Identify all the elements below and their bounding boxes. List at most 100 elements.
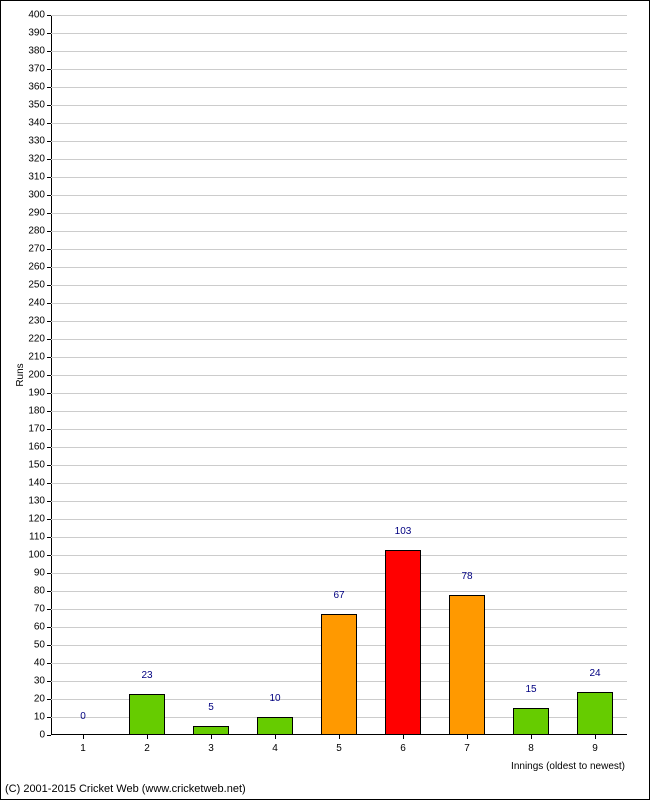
bar xyxy=(449,595,484,735)
gridline xyxy=(51,375,627,376)
gridline xyxy=(51,69,627,70)
bar-value-label: 10 xyxy=(269,693,280,704)
y-tick-mark xyxy=(47,267,51,268)
y-tick-mark xyxy=(47,195,51,196)
x-axis-label: Innings (oldest to newest) xyxy=(511,761,625,772)
y-tick-mark xyxy=(47,357,51,358)
x-tick-mark xyxy=(403,735,404,739)
x-tick-label: 5 xyxy=(336,743,342,754)
copyright-text: (C) 2001-2015 Cricket Web (www.cricketwe… xyxy=(5,783,246,795)
y-tick-label: 140 xyxy=(28,478,45,489)
x-tick-label: 2 xyxy=(144,743,150,754)
x-tick-mark xyxy=(531,735,532,739)
y-tick-label: 260 xyxy=(28,262,45,273)
gridline xyxy=(51,501,627,502)
y-tick-mark xyxy=(47,699,51,700)
plot-area: 0102030405060708090100110120130140150160… xyxy=(51,15,627,735)
gridline xyxy=(51,285,627,286)
y-tick-label: 10 xyxy=(34,712,45,723)
gridline xyxy=(51,105,627,106)
bar-value-label: 23 xyxy=(141,670,152,681)
y-tick-label: 350 xyxy=(28,100,45,111)
bar-value-label: 24 xyxy=(589,668,600,679)
gridline xyxy=(51,303,627,304)
bar-value-label: 5 xyxy=(208,702,214,713)
gridline xyxy=(51,321,627,322)
y-tick-mark xyxy=(47,591,51,592)
y-tick-mark xyxy=(47,321,51,322)
x-tick-label: 9 xyxy=(592,743,598,754)
y-tick-label: 310 xyxy=(28,172,45,183)
gridline xyxy=(51,465,627,466)
y-tick-mark xyxy=(47,609,51,610)
bar xyxy=(193,726,228,735)
x-tick-mark xyxy=(467,735,468,739)
y-tick-mark xyxy=(47,213,51,214)
y-tick-mark xyxy=(47,537,51,538)
y-tick-mark xyxy=(47,339,51,340)
gridline xyxy=(51,195,627,196)
y-tick-label: 0 xyxy=(39,730,45,741)
y-tick-mark xyxy=(47,375,51,376)
y-tick-label: 130 xyxy=(28,496,45,507)
y-tick-label: 110 xyxy=(29,532,45,543)
y-tick-label: 100 xyxy=(28,550,45,561)
x-tick-label: 7 xyxy=(464,743,470,754)
bar-value-label: 78 xyxy=(461,571,472,582)
y-tick-label: 390 xyxy=(28,28,45,39)
bar xyxy=(129,694,164,735)
y-axis-label: Runs xyxy=(15,363,26,386)
y-tick-mark xyxy=(47,555,51,556)
gridline xyxy=(51,447,627,448)
gridline xyxy=(51,555,627,556)
y-tick-label: 170 xyxy=(28,424,45,435)
y-tick-mark xyxy=(47,231,51,232)
gridline xyxy=(51,429,627,430)
y-tick-mark xyxy=(47,465,51,466)
bar-value-label: 15 xyxy=(525,684,536,695)
bar xyxy=(257,717,292,735)
y-tick-label: 220 xyxy=(28,334,45,345)
y-tick-mark xyxy=(47,663,51,664)
y-tick-label: 320 xyxy=(28,154,45,165)
y-tick-label: 230 xyxy=(28,316,45,327)
y-tick-label: 280 xyxy=(28,226,45,237)
y-tick-label: 70 xyxy=(34,604,45,615)
y-tick-mark xyxy=(47,15,51,16)
y-tick-mark xyxy=(47,681,51,682)
y-tick-mark xyxy=(47,105,51,106)
gridline xyxy=(51,159,627,160)
y-tick-label: 120 xyxy=(28,514,45,525)
gridline xyxy=(51,141,627,142)
gridline xyxy=(51,123,627,124)
x-tick-label: 3 xyxy=(208,743,214,754)
y-tick-mark xyxy=(47,501,51,502)
y-tick-mark xyxy=(47,141,51,142)
x-tick-mark xyxy=(147,735,148,739)
gridline xyxy=(51,411,627,412)
y-tick-label: 210 xyxy=(28,352,45,363)
y-tick-mark xyxy=(47,645,51,646)
gridline xyxy=(51,519,627,520)
bar xyxy=(577,692,612,735)
gridline xyxy=(51,249,627,250)
gridline xyxy=(51,393,627,394)
x-tick-mark xyxy=(339,735,340,739)
y-tick-label: 360 xyxy=(28,82,45,93)
y-tick-label: 160 xyxy=(28,442,45,453)
bar xyxy=(513,708,548,735)
y-tick-mark xyxy=(47,627,51,628)
gridline xyxy=(51,609,627,610)
x-tick-label: 4 xyxy=(272,743,278,754)
y-tick-mark xyxy=(47,429,51,430)
y-tick-label: 400 xyxy=(28,10,45,21)
y-tick-label: 380 xyxy=(28,46,45,57)
gridline xyxy=(51,231,627,232)
x-tick-label: 6 xyxy=(400,743,406,754)
gridline xyxy=(51,483,627,484)
y-tick-label: 200 xyxy=(28,370,45,381)
y-tick-label: 240 xyxy=(28,298,45,309)
y-tick-mark xyxy=(47,573,51,574)
y-tick-mark xyxy=(47,249,51,250)
y-tick-label: 40 xyxy=(34,658,45,669)
